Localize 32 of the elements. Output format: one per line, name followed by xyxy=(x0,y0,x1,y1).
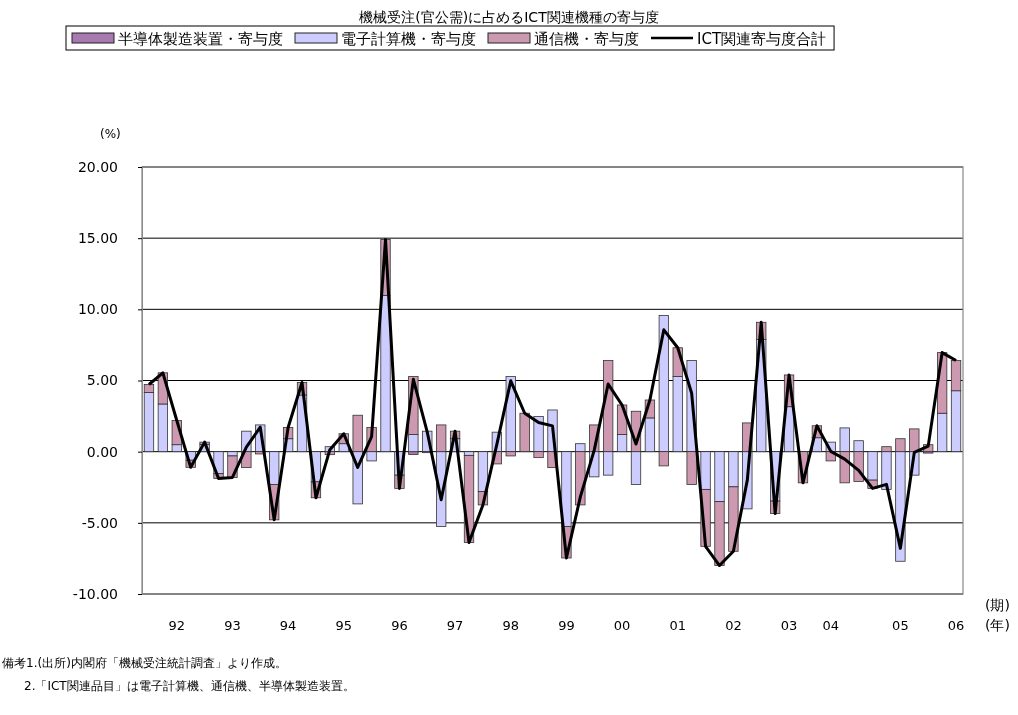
x-tick-label: 00 xyxy=(613,618,631,633)
y-axis-title: (%) xyxy=(100,127,121,141)
x-tick-label: 05 xyxy=(892,618,909,633)
x-tick-label: 02 xyxy=(725,618,742,633)
x-tick-label: 94 xyxy=(279,618,297,633)
legend-label: 通信機・寄与度 xyxy=(534,30,639,48)
text: 2.「ICT関連品目」は電子計算機、通信機、半導体製造装置。 xyxy=(24,679,355,693)
x-tick-label: 04 xyxy=(822,618,840,633)
chart-title: 機械受注(官公需)に占めるICT関連機種の寄与度 xyxy=(359,9,659,25)
y-tick-label: -10.00 xyxy=(72,585,118,602)
x-axis-title: (期) xyxy=(985,597,1010,613)
x-tick-label: 03 xyxy=(780,618,798,633)
x-tick-label: 98 xyxy=(502,618,520,633)
y-tick-label: 0.00 xyxy=(86,443,118,460)
x-tick-label: 93 xyxy=(224,618,241,633)
x-tick-label: 99 xyxy=(558,618,575,633)
text: (年) xyxy=(985,617,1010,633)
y-tick-label: 15.00 xyxy=(77,230,118,247)
legend-label: 電子計算機・寄与度 xyxy=(341,30,476,48)
x-tick-label: 97 xyxy=(446,618,464,633)
legend-label: 半導体製造装置・寄与度 xyxy=(118,30,283,48)
x-tick-label: 01 xyxy=(669,618,687,633)
x-tick-label: 96 xyxy=(391,618,408,633)
x-tick-label: 92 xyxy=(168,618,186,633)
y-tick-label: 5.00 xyxy=(86,372,118,389)
y-tick-label: -5.00 xyxy=(81,514,118,531)
x-tick-label: 06 xyxy=(947,618,965,633)
y-tick-label: 20.00 xyxy=(77,158,118,175)
y-tick-label: 10.00 xyxy=(77,301,118,318)
legend-label: ICT関連寄与度合計 xyxy=(697,30,827,48)
x-tick-label: 95 xyxy=(335,618,353,633)
text: 備考1.(出所)内閣府「機械受注統計調査」より作成。 xyxy=(2,656,287,670)
